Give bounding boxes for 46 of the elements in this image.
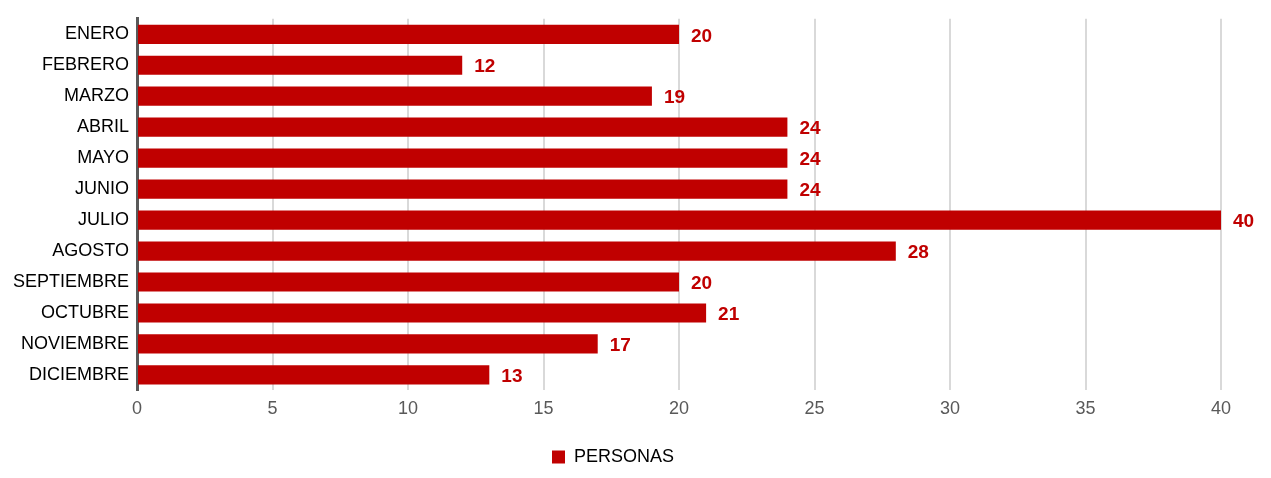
legend-label: PERSONAS	[573, 445, 675, 466]
x-tick-label: 20	[669, 398, 690, 419]
y-tick-label: AGOSTO	[52, 240, 130, 261]
x-tick-label: 40	[1210, 398, 1232, 419]
x-tick-label: 5	[267, 398, 278, 419]
y-tick-label: DICIEMBRE	[29, 363, 130, 384]
data-label: 40	[1233, 210, 1255, 232]
data-label: 28	[907, 241, 929, 263]
data-label: 17	[609, 334, 631, 356]
x-tick-label: 30	[939, 398, 961, 419]
bar	[138, 179, 788, 199]
data-label: 24	[799, 148, 821, 170]
y-tick-label: MAYO	[77, 147, 130, 168]
bar	[138, 117, 788, 137]
bar	[138, 210, 1221, 230]
bar	[138, 55, 463, 75]
bar	[138, 334, 598, 354]
x-tick-label: 15	[533, 398, 554, 419]
data-label: 21	[718, 303, 740, 325]
x-tick-label: 25	[804, 398, 825, 419]
bar	[138, 272, 680, 292]
data-label: 19	[663, 86, 686, 108]
data-label: 24	[799, 117, 821, 139]
y-tick-label: JULIO	[78, 209, 130, 230]
y-tick-label: NOVIEMBRE	[20, 332, 130, 353]
x-tick-label: 10	[398, 398, 419, 419]
data-label: 12	[474, 55, 496, 77]
x-tick-label: 35	[1075, 398, 1096, 419]
x-tick-label: 0	[132, 398, 143, 419]
bar	[138, 241, 896, 261]
data-label: 24	[799, 179, 821, 201]
bar	[138, 86, 652, 106]
y-tick-label: JUNIO	[75, 178, 130, 199]
bar	[138, 24, 680, 44]
y-tick-label: ENERO	[65, 23, 130, 44]
y-tick-label: OCTUBRE	[41, 301, 130, 322]
y-tick-label: FEBRERO	[42, 54, 130, 75]
bar	[138, 365, 490, 385]
bar	[138, 303, 707, 323]
y-tick-label: SEPTIEMBRE	[12, 270, 130, 291]
bar	[138, 148, 788, 168]
data-label: 13	[501, 365, 523, 387]
y-tick-label: ABRIL	[76, 116, 130, 137]
y-tick-label: MARZO	[64, 85, 130, 106]
data-label: 20	[691, 272, 713, 294]
data-label: 20	[691, 24, 713, 46]
